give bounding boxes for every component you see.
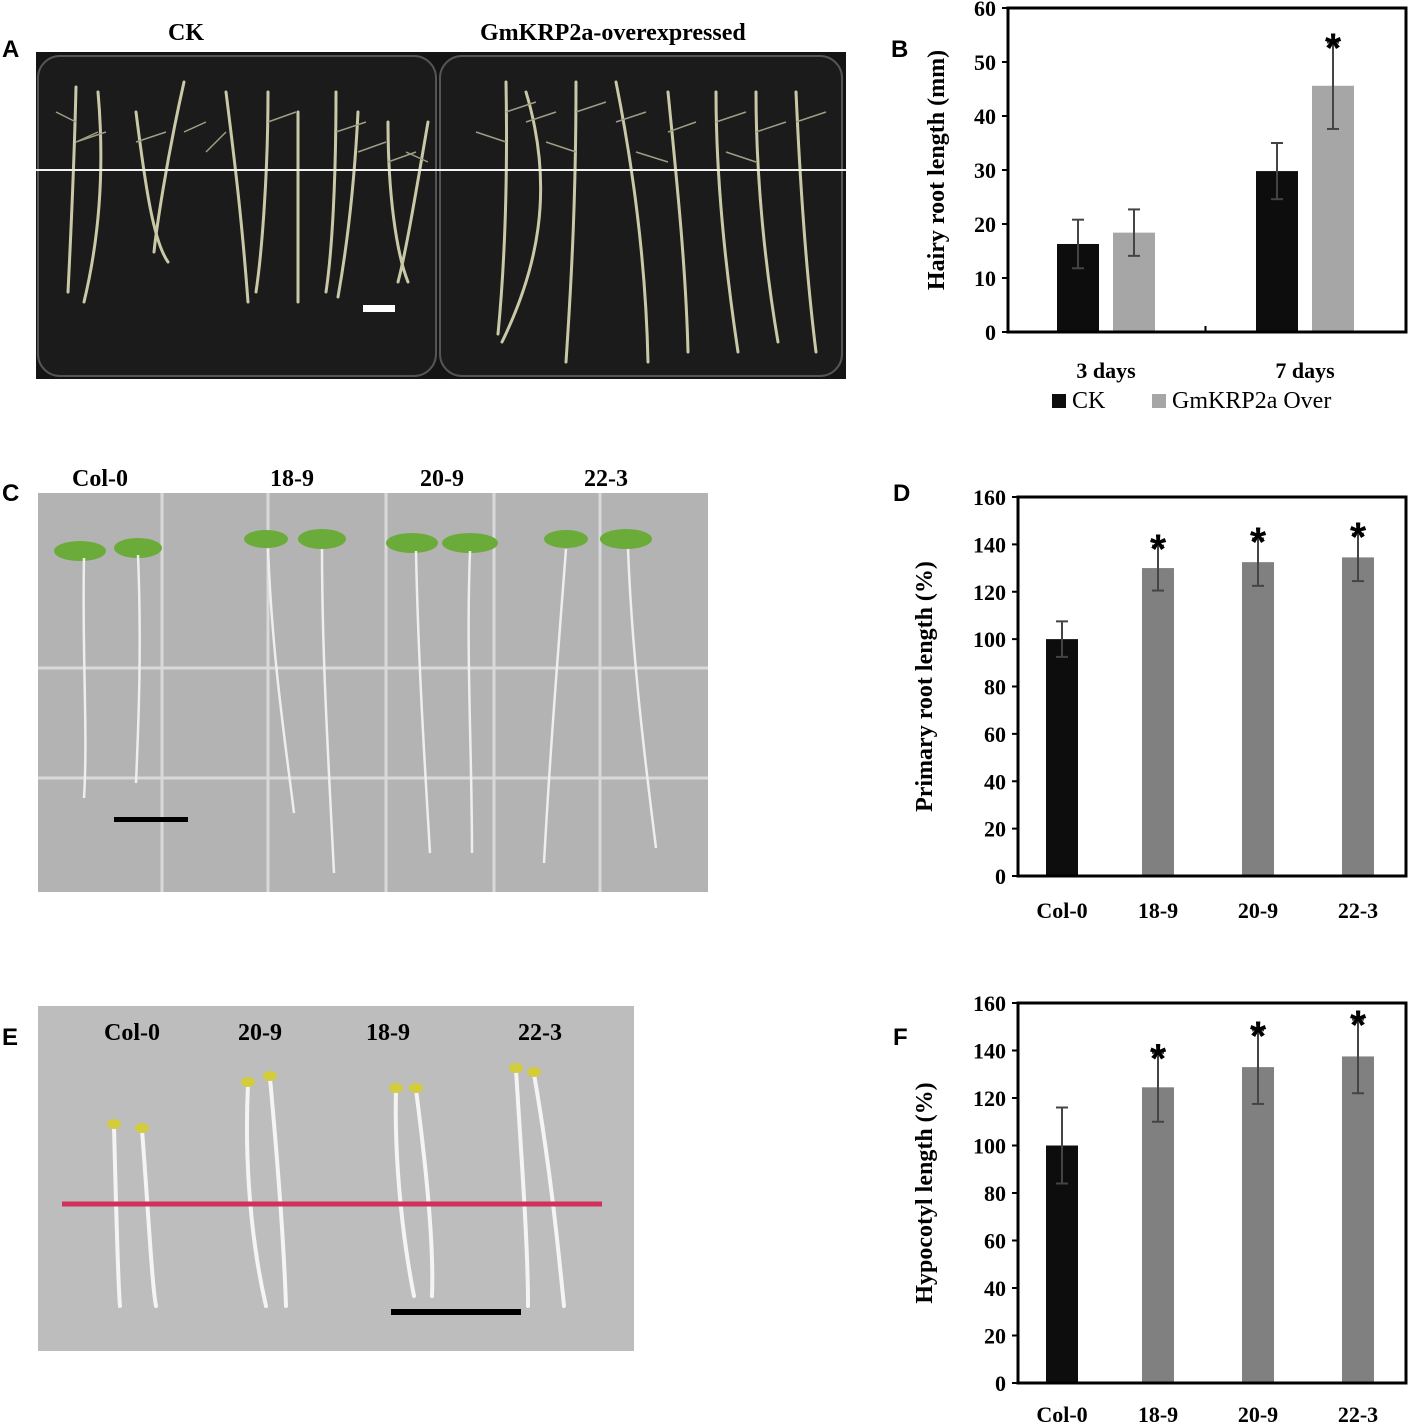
photo-hairy-roots (36, 52, 846, 379)
photo-a-label-ck: CK (168, 20, 204, 46)
chart-d-plot-frame (1016, 495, 1408, 878)
photo-c-label-18-9: 18-9 (270, 466, 314, 492)
chart-b-ytick-label: 10 (974, 266, 996, 291)
chart-b-legend-swatch (1052, 394, 1066, 408)
panel-letter-d: D (893, 480, 911, 507)
photo-arabidopsis-seedlings (38, 493, 708, 892)
chart-d-bar-2 (1242, 562, 1274, 876)
chart-d-significance-star: * (1250, 518, 1267, 565)
chart-b-category-label: 3 days (1076, 358, 1136, 383)
chart-d-bar-3 (1342, 557, 1374, 876)
chart-f-ytick-label: 160 (973, 991, 1006, 1016)
photo-e-label-20-9: 20-9 (238, 1020, 282, 1046)
chart-f-ytick-label: 120 (973, 1086, 1006, 1111)
chart-b-significance-star: * (1325, 25, 1342, 72)
chart-d-significance-star: * (1350, 514, 1367, 561)
chart-b-ytick-label: 40 (974, 104, 996, 129)
chart-f-ytick-label: 140 (973, 1039, 1006, 1064)
chart-d-ytick-label: 140 (973, 532, 1006, 557)
chart-f-ytick-label: 20 (984, 1324, 1006, 1349)
chart-f-ytick-label: 0 (995, 1371, 1006, 1396)
chart-f-significance-star: * (1150, 1035, 1167, 1082)
chart-d-bar-0 (1046, 639, 1078, 876)
photo-hypocotyls (38, 1006, 634, 1351)
chart-d-category-label: 20-9 (1238, 898, 1278, 923)
chart-d-ytick-label: 20 (984, 817, 1006, 842)
photo-c-label-22-3: 22-3 (584, 466, 628, 492)
hypocotyls-image (62, 1063, 602, 1315)
chart-f-category-label: 20-9 (1238, 1402, 1278, 1426)
chart-d-ytick-label: 120 (973, 580, 1006, 605)
chart-b-ytick-label: 50 (974, 50, 996, 75)
chart-f-bar-3 (1342, 1056, 1374, 1383)
photo-e-label-22-3: 22-3 (518, 1020, 562, 1046)
chart-d-ytick-label: 40 (984, 769, 1006, 794)
chart-f-significance-star: * (1250, 1012, 1267, 1059)
chart-f-category-label: 22-3 (1338, 1402, 1378, 1426)
chart-b-ytick-label: 30 (974, 158, 996, 183)
chart-d-category-label: 18-9 (1138, 898, 1178, 923)
chart-f-ytick-label: 60 (984, 1229, 1006, 1254)
chart-d-category-label: Col-0 (1036, 898, 1087, 923)
photo-c-label-col0: Col-0 (72, 466, 128, 492)
panel-letter-e: E (2, 1024, 19, 1051)
chart-f-bar-2 (1242, 1067, 1274, 1383)
chart-d-ytick-label: 0 (995, 864, 1006, 889)
chart-d-ytick-label: 160 (973, 485, 1006, 510)
chart-d-significance-star: * (1150, 526, 1167, 573)
chart-b-legend-label: CK (1072, 388, 1106, 414)
chart-f-plot-frame (1016, 1001, 1408, 1385)
panel-letter-f: F (893, 1024, 908, 1051)
chart-b-ytick-label: 20 (974, 212, 996, 237)
chart-d-ytick-label: 60 (984, 722, 1006, 747)
chart-b-ytick-label: 0 (985, 320, 996, 345)
chart-f-ytick-label: 80 (984, 1181, 1006, 1206)
panel-letter-b: B (891, 36, 909, 63)
chart-f-bar-1 (1142, 1087, 1174, 1383)
chart-b-category-label: 7 days (1275, 358, 1335, 383)
photo-c-label-20-9: 20-9 (420, 466, 464, 492)
chart-d-bar-1 (1142, 568, 1174, 876)
chart-f-category-label: Col-0 (1036, 1402, 1087, 1426)
photo-e-label-col0: Col-0 (104, 1020, 160, 1046)
photo-e-label-18-9: 18-9 (366, 1020, 410, 1046)
chart-f-ytick-label: 40 (984, 1276, 1006, 1301)
chart-d-ytick-label: 100 (973, 627, 1006, 652)
chart-f-category-label: 18-9 (1138, 1402, 1178, 1426)
chart-f-significance-star: * (1350, 1002, 1367, 1049)
hairy-roots-image (36, 55, 846, 377)
panel-letter-a: A (2, 36, 20, 63)
seedlings-image (38, 493, 708, 892)
photo-a-label-overexpressed: GmKRP2a-overexpressed (480, 20, 746, 46)
chart-b-plot-frame (1006, 6, 1408, 334)
chart-b-legend-swatch (1152, 394, 1166, 408)
chart-d-category-label: 22-3 (1338, 898, 1378, 923)
chart-b-legend-label: GmKRP2a Over (1172, 388, 1331, 414)
chart-f-ylabel: Hypocotyl length (%) (912, 1082, 938, 1303)
chart-f-bar-0 (1046, 1145, 1078, 1383)
chart-f-ytick-label: 100 (973, 1134, 1006, 1159)
chart-b-ytick-label: 60 (974, 0, 996, 21)
chart-d-ylabel: Primary root length (%) (912, 561, 938, 812)
chart-d-ytick-label: 80 (984, 675, 1006, 700)
chart-b-ylabel: Hairy root length (mm) (924, 50, 950, 290)
panel-letter-c: C (2, 480, 20, 507)
